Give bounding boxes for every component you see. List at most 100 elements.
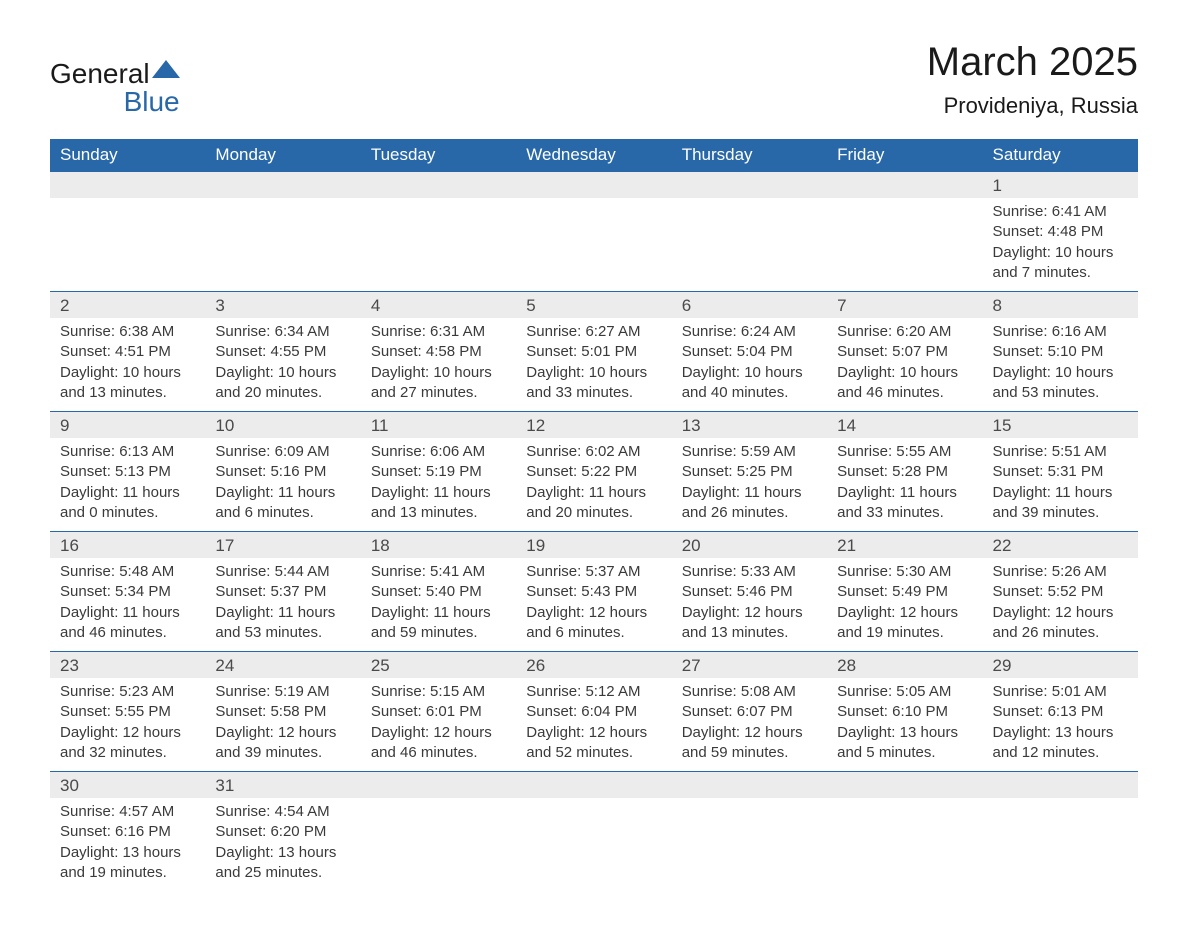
day-number-cell — [983, 772, 1138, 799]
cell-sunset: Sunset: 5:52 PM — [993, 582, 1128, 602]
day-of-week-header-row: Sunday Monday Tuesday Wednesday Thursday… — [50, 139, 1138, 172]
cell-sunset: Sunset: 5:34 PM — [60, 582, 195, 602]
cell-daylight2: and 59 minutes. — [682, 743, 817, 763]
day-number-cell: 26 — [516, 652, 671, 679]
day-number-cell: 5 — [516, 292, 671, 319]
daynum-row: 3031 — [50, 772, 1138, 799]
day-content-cell — [50, 198, 205, 292]
cell-daylight1: Daylight: 12 hours — [526, 723, 661, 743]
cell-sunset: Sunset: 6:20 PM — [215, 822, 350, 842]
cell-sunset: Sunset: 6:01 PM — [371, 702, 506, 722]
cell-sunrise: Sunrise: 5:48 AM — [60, 562, 195, 582]
dow-tuesday: Tuesday — [361, 139, 516, 172]
daynum-row: 2345678 — [50, 292, 1138, 319]
cell-daylight1: Daylight: 12 hours — [60, 723, 195, 743]
cell-daylight2: and 32 minutes. — [60, 743, 195, 763]
cell-daylight2: and 46 minutes. — [371, 743, 506, 763]
cell-sunset: Sunset: 5:01 PM — [526, 342, 661, 362]
cell-sunrise: Sunrise: 5:23 AM — [60, 682, 195, 702]
logo: General Blue — [50, 40, 180, 116]
cell-daylight1: Daylight: 13 hours — [993, 723, 1128, 743]
day-content-cell: Sunrise: 5:33 AMSunset: 5:46 PMDaylight:… — [672, 558, 827, 652]
day-content-cell — [983, 798, 1138, 891]
day-number-cell: 16 — [50, 532, 205, 559]
cell-daylight2: and 20 minutes. — [526, 503, 661, 523]
cell-sunset: Sunset: 5:58 PM — [215, 702, 350, 722]
day-number-cell — [516, 772, 671, 799]
dow-monday: Monday — [205, 139, 360, 172]
day-content-cell — [672, 198, 827, 292]
day-content-cell: Sunrise: 6:24 AMSunset: 5:04 PMDaylight:… — [672, 318, 827, 412]
day-content-cell: Sunrise: 6:06 AMSunset: 5:19 PMDaylight:… — [361, 438, 516, 532]
cell-daylight1: Daylight: 10 hours — [837, 363, 972, 383]
content-row: Sunrise: 5:23 AMSunset: 5:55 PMDaylight:… — [50, 678, 1138, 772]
day-number-cell — [827, 172, 982, 199]
day-number-cell: 27 — [672, 652, 827, 679]
day-content-cell: Sunrise: 6:02 AMSunset: 5:22 PMDaylight:… — [516, 438, 671, 532]
cell-daylight2: and 6 minutes. — [215, 503, 350, 523]
day-number-cell — [672, 772, 827, 799]
day-content-cell: Sunrise: 5:37 AMSunset: 5:43 PMDaylight:… — [516, 558, 671, 652]
day-content-cell: Sunrise: 5:05 AMSunset: 6:10 PMDaylight:… — [827, 678, 982, 772]
cell-sunrise: Sunrise: 6:38 AM — [60, 322, 195, 342]
day-number-cell: 4 — [361, 292, 516, 319]
cell-daylight2: and 46 minutes. — [837, 383, 972, 403]
day-number-cell: 28 — [827, 652, 982, 679]
cell-daylight1: Daylight: 10 hours — [60, 363, 195, 383]
cell-daylight1: Daylight: 11 hours — [371, 603, 506, 623]
cell-sunset: Sunset: 5:43 PM — [526, 582, 661, 602]
cell-daylight1: Daylight: 10 hours — [682, 363, 817, 383]
cell-sunset: Sunset: 5:46 PM — [682, 582, 817, 602]
cell-daylight1: Daylight: 11 hours — [526, 483, 661, 503]
day-content-cell — [827, 798, 982, 891]
cell-sunset: Sunset: 6:16 PM — [60, 822, 195, 842]
day-number-cell: 25 — [361, 652, 516, 679]
cell-daylight1: Daylight: 13 hours — [837, 723, 972, 743]
daynum-row: 23242526272829 — [50, 652, 1138, 679]
content-row: Sunrise: 4:57 AMSunset: 6:16 PMDaylight:… — [50, 798, 1138, 891]
cell-sunset: Sunset: 5:49 PM — [837, 582, 972, 602]
cell-daylight2: and 20 minutes. — [215, 383, 350, 403]
cell-daylight1: Daylight: 10 hours — [526, 363, 661, 383]
day-content-cell: Sunrise: 5:19 AMSunset: 5:58 PMDaylight:… — [205, 678, 360, 772]
cell-sunrise: Sunrise: 6:24 AM — [682, 322, 817, 342]
day-content-cell — [516, 198, 671, 292]
day-number-cell: 6 — [672, 292, 827, 319]
cell-daylight2: and 13 minutes. — [371, 503, 506, 523]
cell-daylight1: Daylight: 12 hours — [371, 723, 506, 743]
cell-daylight1: Daylight: 11 hours — [60, 483, 195, 503]
cell-daylight1: Daylight: 12 hours — [682, 603, 817, 623]
day-content-cell: Sunrise: 6:13 AMSunset: 5:13 PMDaylight:… — [50, 438, 205, 532]
day-number-cell: 9 — [50, 412, 205, 439]
day-content-cell — [827, 198, 982, 292]
cell-sunrise: Sunrise: 5:59 AM — [682, 442, 817, 462]
cell-daylight2: and 40 minutes. — [682, 383, 817, 403]
day-number-cell: 21 — [827, 532, 982, 559]
month-title: March 2025 — [927, 40, 1138, 85]
cell-sunrise: Sunrise: 5:05 AM — [837, 682, 972, 702]
cell-sunset: Sunset: 4:58 PM — [371, 342, 506, 362]
dow-sunday: Sunday — [50, 139, 205, 172]
cell-sunrise: Sunrise: 6:34 AM — [215, 322, 350, 342]
day-number-cell: 22 — [983, 532, 1138, 559]
cell-daylight2: and 26 minutes. — [993, 623, 1128, 643]
cell-sunrise: Sunrise: 6:41 AM — [993, 202, 1128, 222]
day-number-cell — [361, 772, 516, 799]
cell-sunrise: Sunrise: 6:02 AM — [526, 442, 661, 462]
cell-daylight1: Daylight: 10 hours — [993, 363, 1128, 383]
day-number-cell: 24 — [205, 652, 360, 679]
cell-daylight1: Daylight: 12 hours — [526, 603, 661, 623]
cell-sunset: Sunset: 5:19 PM — [371, 462, 506, 482]
cell-sunset: Sunset: 6:07 PM — [682, 702, 817, 722]
cell-daylight2: and 53 minutes. — [215, 623, 350, 643]
day-content-cell: Sunrise: 5:15 AMSunset: 6:01 PMDaylight:… — [361, 678, 516, 772]
cell-sunrise: Sunrise: 5:12 AM — [526, 682, 661, 702]
cell-sunrise: Sunrise: 5:19 AM — [215, 682, 350, 702]
cell-daylight1: Daylight: 10 hours — [215, 363, 350, 383]
day-number-cell — [827, 772, 982, 799]
day-content-cell: Sunrise: 5:44 AMSunset: 5:37 PMDaylight:… — [205, 558, 360, 652]
cell-sunrise: Sunrise: 5:55 AM — [837, 442, 972, 462]
cell-daylight2: and 5 minutes. — [837, 743, 972, 763]
day-number-cell: 20 — [672, 532, 827, 559]
cell-sunrise: Sunrise: 4:57 AM — [60, 802, 195, 822]
